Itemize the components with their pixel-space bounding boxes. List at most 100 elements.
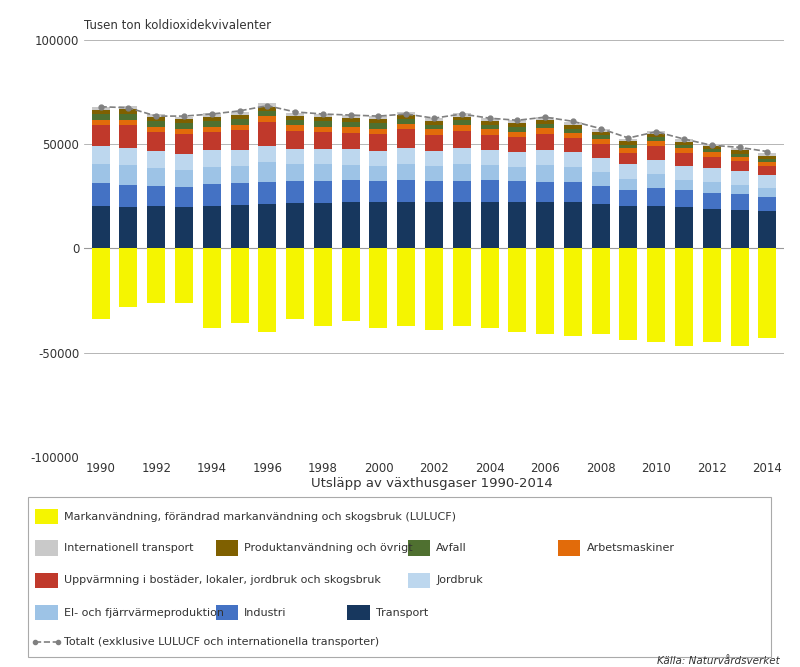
Bar — [508, 181, 526, 202]
Bar — [508, 127, 526, 131]
Bar — [536, 181, 554, 202]
Bar — [536, 128, 554, 133]
Bar — [453, 121, 471, 125]
Bar — [536, 248, 554, 334]
Bar — [508, 120, 526, 123]
Bar — [758, 165, 776, 175]
Bar — [147, 132, 166, 151]
Bar — [675, 153, 693, 165]
Bar — [647, 141, 666, 145]
Bar — [216, 540, 238, 556]
Bar — [175, 117, 193, 119]
Bar — [481, 135, 498, 150]
Bar — [647, 205, 666, 248]
Bar — [592, 186, 610, 203]
Bar — [92, 146, 110, 164]
Bar — [230, 150, 249, 166]
Bar — [35, 540, 58, 556]
Bar — [425, 125, 443, 129]
Bar — [175, 129, 193, 134]
Bar — [453, 181, 471, 202]
Bar — [481, 121, 498, 125]
Bar — [202, 185, 221, 205]
Bar — [119, 148, 138, 165]
Bar — [342, 133, 360, 149]
Bar — [342, 118, 360, 122]
Text: Totalt (exklusive LULUCF och internationella transporter): Totalt (exklusive LULUCF och internation… — [64, 636, 379, 646]
Bar — [536, 117, 554, 120]
Bar — [592, 129, 610, 132]
Bar — [675, 248, 693, 346]
Bar — [119, 207, 138, 248]
Bar — [758, 153, 776, 155]
Bar — [258, 111, 276, 116]
Bar — [758, 161, 776, 165]
Bar — [619, 205, 638, 248]
Bar — [647, 131, 666, 134]
Bar — [314, 181, 332, 203]
Bar — [758, 175, 776, 188]
Bar — [258, 103, 276, 107]
Bar — [481, 129, 498, 135]
Bar — [619, 145, 638, 148]
Bar — [147, 206, 166, 248]
Bar — [370, 202, 387, 248]
Bar — [370, 181, 387, 202]
Bar — [202, 248, 221, 327]
Bar — [508, 167, 526, 181]
Bar — [536, 150, 554, 165]
Text: Industri: Industri — [244, 608, 287, 618]
Bar — [397, 148, 415, 163]
Bar — [175, 187, 193, 207]
Bar — [730, 148, 749, 151]
Bar — [425, 121, 443, 125]
Bar — [397, 119, 415, 124]
Bar — [592, 203, 610, 248]
Bar — [453, 163, 471, 181]
Text: Internationell transport: Internationell transport — [64, 543, 194, 553]
Bar — [619, 148, 638, 153]
Bar — [425, 166, 443, 181]
Bar — [175, 134, 193, 154]
Bar — [258, 107, 276, 111]
Bar — [592, 135, 610, 139]
Bar — [758, 248, 776, 338]
Bar — [508, 137, 526, 151]
Bar — [702, 209, 721, 248]
Bar — [92, 248, 110, 319]
Bar — [202, 127, 221, 132]
FancyBboxPatch shape — [28, 497, 770, 657]
Bar — [230, 115, 249, 119]
Bar — [592, 132, 610, 135]
Bar — [564, 182, 582, 202]
Bar — [425, 151, 443, 166]
Bar — [314, 132, 332, 149]
Bar — [536, 124, 554, 128]
Bar — [564, 139, 582, 152]
Bar — [119, 106, 138, 109]
Bar — [175, 170, 193, 187]
Bar — [370, 116, 387, 119]
Bar — [342, 202, 360, 248]
Bar — [230, 183, 249, 205]
Bar — [119, 125, 138, 148]
Bar — [147, 248, 166, 303]
Bar — [453, 202, 471, 248]
Bar — [619, 179, 638, 190]
Bar — [258, 162, 276, 181]
Bar — [730, 171, 749, 185]
Bar — [230, 112, 249, 115]
Text: Markanvändning, förändrad markanvändning och skogsbruk (LULUCF): Markanvändning, förändrad markanvändning… — [64, 512, 456, 522]
Bar — [202, 205, 221, 248]
Bar — [592, 172, 610, 186]
Bar — [92, 183, 110, 205]
Bar — [286, 113, 304, 116]
Bar — [258, 146, 276, 161]
Text: Utsläpp av växthusgaser 1990-2014: Utsläpp av växthusgaser 1990-2014 — [311, 477, 553, 490]
Bar — [202, 151, 221, 167]
Bar — [119, 120, 138, 125]
Bar — [564, 167, 582, 182]
Bar — [453, 248, 471, 325]
Bar — [592, 144, 610, 158]
Bar — [619, 164, 638, 179]
